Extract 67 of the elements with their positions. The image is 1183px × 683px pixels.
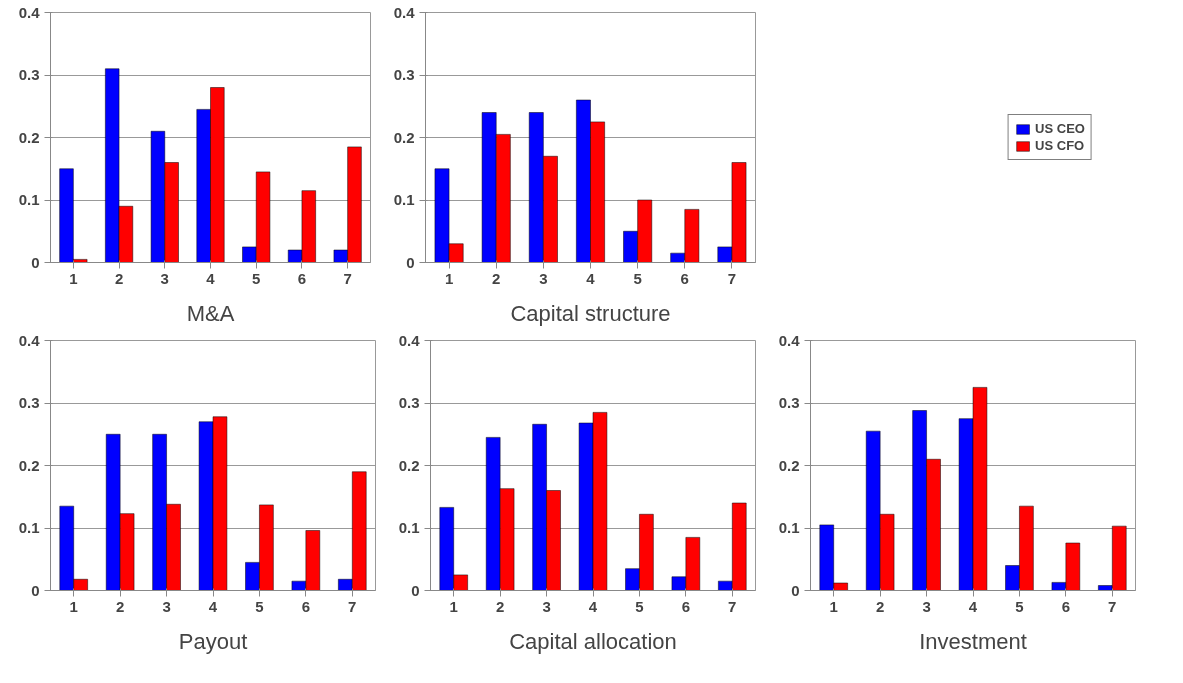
y-tick-label: 0.3 — [18, 66, 40, 83]
x-tick-label: 1 — [69, 597, 78, 615]
x-tick-label: 1 — [69, 269, 78, 287]
x-tick-label: 5 — [1015, 597, 1024, 615]
y-tick-label: 0.4 — [18, 3, 41, 21]
x-tick-label: 1 — [444, 269, 454, 287]
x-tick-label: 2 — [114, 269, 124, 287]
x-tick-label: 2 — [495, 597, 505, 615]
x-tick-label: 3 — [922, 597, 931, 615]
y-tick-label: 0 — [31, 253, 40, 271]
y-tick-label: 0.1 — [18, 519, 40, 536]
x-tick-label: 6 — [1061, 597, 1071, 615]
x-tick-label: 1 — [829, 597, 838, 615]
x-tick-label: 5 — [255, 597, 264, 615]
legend-label: US CFO — [1035, 138, 1085, 153]
x-tick-label: 2 — [492, 269, 501, 287]
y-tick-label: 0 — [791, 581, 800, 599]
x-axis-title: Capital structure — [510, 300, 671, 326]
y-tick-label: 0.4 — [393, 3, 416, 21]
x-axis-title: Capital allocation — [509, 628, 677, 654]
x-tick-label: 5 — [252, 269, 261, 287]
y-tick-label: 0.1 — [778, 519, 800, 536]
x-tick-label: 7 — [727, 269, 737, 287]
x-tick-label: 6 — [680, 269, 689, 287]
x-tick-label: 4 — [586, 269, 596, 287]
y-tick-label: 0.2 — [18, 456, 40, 474]
x-tick-label: 4 — [968, 597, 978, 615]
x-tick-label: 1 — [449, 597, 458, 615]
y-tick-label: 0.3 — [778, 394, 800, 411]
x-tick-label: 7 — [1108, 597, 1117, 615]
y-tick-label: 0.2 — [398, 456, 420, 474]
x-axis-title: Payout — [178, 628, 248, 654]
x-tick-label: 7 — [728, 597, 737, 615]
y-tick-label: 0.4 — [398, 331, 421, 349]
y-tick-label: 0.3 — [393, 66, 415, 83]
y-tick-label: 0 — [411, 581, 420, 599]
x-tick-label: 4 — [588, 597, 598, 615]
x-axis-title: Investment — [919, 628, 1027, 654]
x-tick-label: 7 — [343, 269, 352, 287]
x-tick-label: 4 — [208, 597, 218, 615]
x-axis-title: M&A — [186, 300, 235, 326]
x-tick-label: 7 — [348, 597, 357, 615]
y-tick-label: 0.2 — [18, 128, 40, 146]
y-tick-label: 0.4 — [18, 331, 41, 349]
x-tick-label: 6 — [301, 597, 311, 615]
x-tick-label: 3 — [160, 269, 169, 287]
y-tick-label: 0 — [406, 253, 415, 271]
x-tick-label: 3 — [542, 597, 551, 615]
y-tick-label: 0.1 — [398, 519, 420, 536]
x-tick-label: 6 — [681, 597, 691, 615]
x-tick-label: 5 — [635, 597, 644, 615]
x-tick-label: 2 — [875, 597, 885, 615]
y-tick-label: 0.4 — [778, 331, 801, 349]
x-tick-label: 5 — [633, 269, 642, 287]
legend-label: US CEO — [1035, 121, 1085, 136]
y-tick-label: 0.3 — [18, 394, 40, 411]
x-tick-label: 4 — [206, 269, 216, 287]
y-tick-label: 0.1 — [18, 191, 40, 208]
x-tick-label: 6 — [297, 269, 307, 287]
y-tick-label: 0.1 — [393, 191, 415, 208]
y-tick-label: 0.3 — [398, 394, 420, 411]
y-tick-label: 0 — [31, 581, 40, 599]
y-tick-label: 0.2 — [778, 456, 800, 474]
x-tick-label: 2 — [115, 597, 125, 615]
x-tick-label: 3 — [539, 269, 548, 287]
y-tick-label: 0.2 — [393, 128, 415, 146]
x-tick-label: 3 — [162, 597, 171, 615]
